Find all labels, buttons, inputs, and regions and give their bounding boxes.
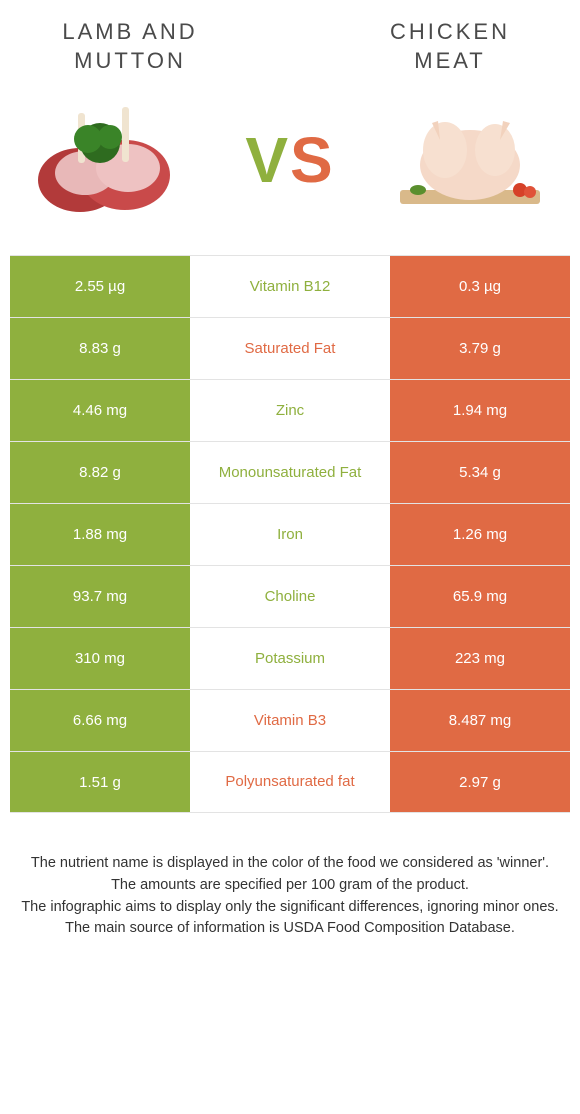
cell-right-value: 8.487 mg [390, 690, 570, 751]
table-row: 1.51 gPolyunsaturated fat2.97 g [10, 751, 570, 813]
footer-line4: The main source of information is USDA F… [18, 918, 562, 940]
comparison-table: 2.55 µgVitamin B120.3 µg8.83 gSaturated … [10, 255, 570, 813]
cell-nutrient-label: Choline [190, 566, 390, 627]
cell-right-value: 65.9 mg [390, 566, 570, 627]
table-row: 310 mgPotassium223 mg [10, 627, 570, 689]
cell-right-value: 223 mg [390, 628, 570, 689]
title-right-line1: CHICKEN [390, 19, 510, 44]
cell-left-value: 8.83 g [10, 318, 190, 379]
cell-nutrient-label: Vitamin B3 [190, 690, 390, 751]
cell-nutrient-label: Iron [190, 504, 390, 565]
title-right-line2: MEAT [414, 48, 485, 73]
title-left-line1: LAMB AND [62, 19, 197, 44]
cell-nutrient-label: Polyunsaturated fat [190, 752, 390, 812]
vs-label: VS [245, 123, 334, 197]
title-left-line2: MUTTON [74, 48, 186, 73]
footer-line2: The amounts are specified per 100 gram o… [18, 875, 562, 897]
hero-row: VS [0, 75, 580, 255]
cell-right-value: 2.97 g [390, 752, 570, 812]
cell-right-value: 5.34 g [390, 442, 570, 503]
cell-nutrient-label: Monounsaturated Fat [190, 442, 390, 503]
header: LAMB AND MUTTON CHICKEN MEAT [0, 0, 580, 75]
vs-v: V [245, 124, 290, 196]
cell-nutrient-label: Vitamin B12 [190, 256, 390, 317]
table-row: 2.55 µgVitamin B120.3 µg [10, 255, 570, 317]
cell-left-value: 6.66 mg [10, 690, 190, 751]
table-row: 1.88 mgIron1.26 mg [10, 503, 570, 565]
footer-line1: The nutrient name is displayed in the co… [18, 853, 562, 875]
cell-left-value: 4.46 mg [10, 380, 190, 441]
table-row: 8.83 gSaturated Fat3.79 g [10, 317, 570, 379]
chicken-image [390, 95, 550, 225]
table-row: 8.82 gMonounsaturated Fat5.34 g [10, 441, 570, 503]
cell-left-value: 8.82 g [10, 442, 190, 503]
lamb-image [30, 95, 190, 225]
cell-nutrient-label: Potassium [190, 628, 390, 689]
table-row: 4.46 mgZinc1.94 mg [10, 379, 570, 441]
cell-right-value: 0.3 µg [390, 256, 570, 317]
title-right: CHICKEN MEAT [350, 18, 550, 75]
vs-s: S [290, 124, 335, 196]
cell-left-value: 93.7 mg [10, 566, 190, 627]
cell-nutrient-label: Zinc [190, 380, 390, 441]
table-row: 6.66 mgVitamin B38.487 mg [10, 689, 570, 751]
cell-right-value: 1.94 mg [390, 380, 570, 441]
cell-right-value: 3.79 g [390, 318, 570, 379]
footer-line3: The infographic aims to display only the… [18, 897, 562, 919]
table-row: 93.7 mgCholine65.9 mg [10, 565, 570, 627]
cell-left-value: 310 mg [10, 628, 190, 689]
cell-left-value: 1.51 g [10, 752, 190, 812]
footer-notes: The nutrient name is displayed in the co… [0, 813, 580, 940]
title-left: LAMB AND MUTTON [30, 18, 230, 75]
cell-nutrient-label: Saturated Fat [190, 318, 390, 379]
cell-right-value: 1.26 mg [390, 504, 570, 565]
cell-left-value: 1.88 mg [10, 504, 190, 565]
cell-left-value: 2.55 µg [10, 256, 190, 317]
